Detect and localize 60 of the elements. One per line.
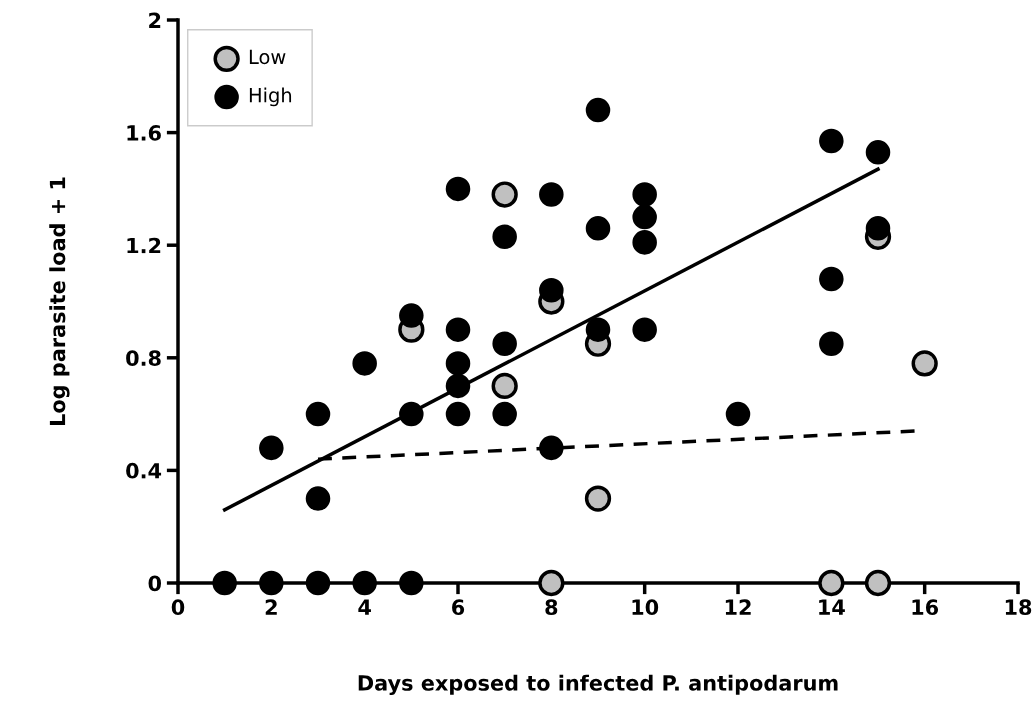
- y-tick-label: 1.2: [127, 237, 161, 254]
- y-tick-label: 0.4: [126, 462, 162, 479]
- point: [352, 570, 377, 596]
- point: [819, 128, 844, 154]
- point: [305, 401, 331, 427]
- point: [492, 224, 517, 250]
- point: [491, 372, 518, 400]
- point: [585, 97, 611, 123]
- point: [445, 176, 471, 202]
- x-tick-label: 0: [171, 599, 185, 616]
- x-tick-label: 16: [912, 599, 939, 616]
- x-tick-label: 10: [632, 599, 659, 616]
- x-tick-label: 6: [452, 599, 465, 616]
- x-tick-label: 14: [819, 599, 845, 615]
- point: [585, 317, 611, 342]
- x-tick-label: 18: [1005, 599, 1032, 616]
- x-axis-title: Days exposed to infected P. antipodarum: [358, 674, 838, 696]
- point: [865, 216, 891, 241]
- point: [911, 350, 938, 377]
- point: [632, 317, 657, 342]
- point: [584, 485, 612, 512]
- y-tick-label: 1.6: [127, 125, 161, 141]
- y-tick-label: 0.8: [126, 350, 161, 367]
- point: [445, 401, 471, 427]
- point: [632, 182, 657, 207]
- y-tick-label: 2: [149, 12, 161, 28]
- point: [819, 331, 844, 356]
- point: [818, 569, 845, 597]
- point: [445, 351, 471, 376]
- legend-label: Low: [249, 49, 286, 65]
- x-tick-label: 2: [265, 599, 277, 615]
- legend-label: High: [249, 87, 292, 107]
- point: [212, 570, 237, 596]
- point: [492, 401, 517, 427]
- point: [352, 351, 377, 376]
- point: [539, 277, 564, 303]
- point: [865, 140, 891, 165]
- point: [492, 331, 517, 356]
- point: [725, 401, 751, 427]
- point: [632, 204, 657, 230]
- point: [819, 266, 844, 292]
- x-tick-label: 12: [725, 599, 751, 615]
- point: [539, 182, 564, 207]
- point: [259, 435, 284, 461]
- point: [491, 181, 518, 208]
- point: [305, 486, 331, 511]
- point: [399, 303, 424, 328]
- point: [538, 569, 565, 597]
- x-tick-label: 8: [545, 599, 558, 616]
- point: [445, 317, 471, 342]
- y-tick-label: 0: [148, 575, 162, 592]
- point: [632, 230, 657, 255]
- point: [305, 570, 331, 596]
- point: [259, 570, 284, 596]
- y-axis-title: Log parasite load + 1: [49, 177, 70, 425]
- point: [539, 435, 564, 461]
- point: [585, 216, 611, 241]
- point: [399, 570, 424, 596]
- x-tick-label: 4: [358, 599, 371, 615]
- point: [864, 569, 892, 597]
